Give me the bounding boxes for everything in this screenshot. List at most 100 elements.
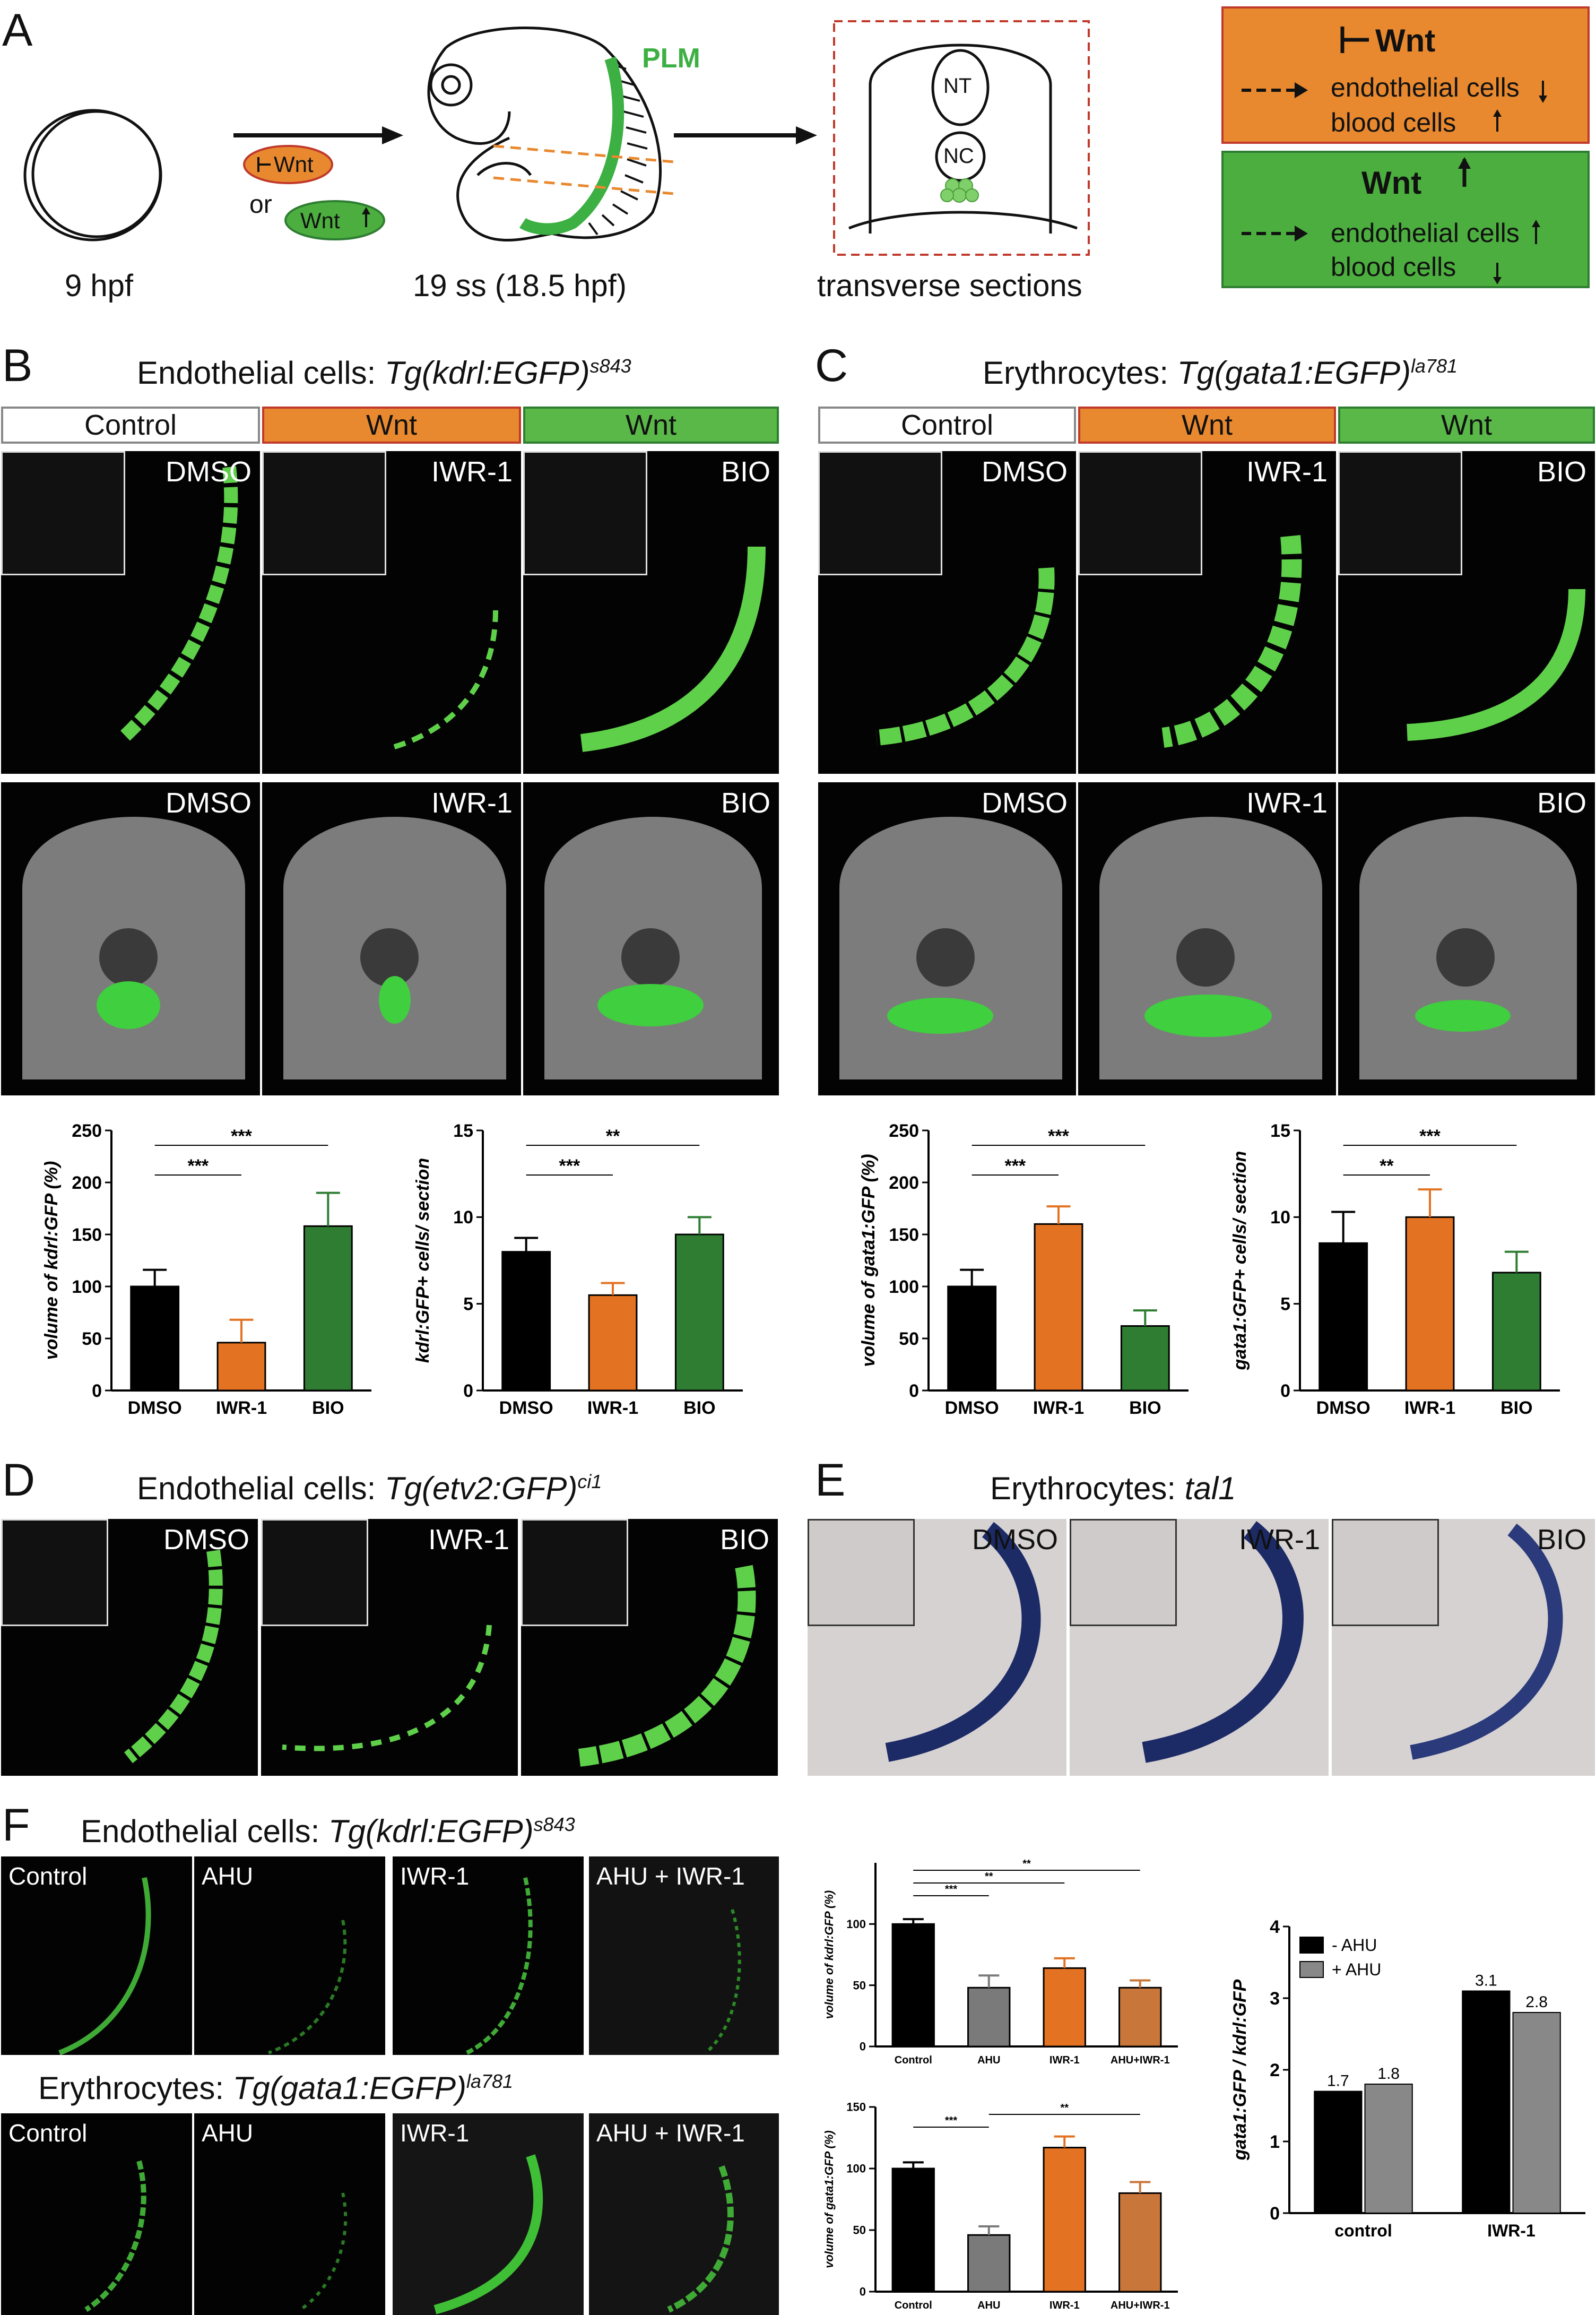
bar xyxy=(1034,1223,1083,1392)
y-tick-label: 100 xyxy=(72,1277,102,1297)
label-19ss: 19 ss (18.5 hpf) xyxy=(413,269,627,303)
x-tick-label: BIO xyxy=(1500,1398,1532,1418)
y-tick-label: 50 xyxy=(82,1329,102,1349)
significance-label: ** xyxy=(985,1871,993,1882)
label-9hpf: 9 hpf xyxy=(65,269,133,303)
bar xyxy=(967,2234,1011,2293)
f2-ahu-iwr1: AHU + IWR-1 xyxy=(589,2113,779,2315)
bar xyxy=(1364,2084,1413,2214)
y-tick-label: 50 xyxy=(853,2224,866,2237)
f1-iwr1: IWR-1 xyxy=(393,1856,584,2055)
bar xyxy=(674,1233,724,1392)
panel-b-header-inhibit: Wnt xyxy=(262,407,521,444)
d-gfp-bio: BIO xyxy=(521,1519,778,1776)
bar xyxy=(588,1294,638,1392)
embryo-19ss xyxy=(427,27,662,241)
y-axis-label: gata1:GFP+ cells/ section xyxy=(1230,1151,1250,1371)
legend-label: + AHU xyxy=(1332,1960,1381,1979)
panel-c-header-inhibit: Wnt xyxy=(1078,407,1336,444)
panel-b-header-control: Control xyxy=(1,407,260,444)
label-nt: NT xyxy=(943,74,972,98)
data-label: 3.1 xyxy=(1475,1972,1497,1990)
f2-iwr1: IWR-1 xyxy=(393,2113,584,2315)
bar xyxy=(891,2167,935,2293)
b-gfp-bio: BIO xyxy=(523,451,779,774)
panel-f-title-1: Endothelial cells: Tg(kdrl:EGFP)s843 xyxy=(81,1813,575,1849)
significance-label: *** xyxy=(1048,1126,1069,1146)
y-tick-label: 2 xyxy=(1270,2060,1280,2080)
x-tick-label: IWR-1 xyxy=(1404,1398,1455,1418)
label-plm: PLM xyxy=(642,43,700,74)
label-nc: NC xyxy=(943,144,974,168)
y-axis-label: volume of gata1:GFP (%) xyxy=(822,2130,836,2268)
x-tick-label: DMSO xyxy=(499,1398,553,1418)
panel-e-title: Erythrocytes: tal1 xyxy=(990,1471,1236,1506)
legend-swatch xyxy=(1299,1937,1324,1954)
x-tick-label: IWR-1 xyxy=(1049,2300,1080,2311)
y-tick-label: 0 xyxy=(463,1381,473,1401)
significance-label: *** xyxy=(1419,1126,1441,1146)
significance-label: *** xyxy=(945,2115,958,2127)
box-inhibit-line1: endothelial cells xyxy=(1331,73,1520,102)
x-tick-label: AHU+IWR-1 xyxy=(1111,2054,1170,2066)
neural-tube xyxy=(931,49,990,126)
box-inhibit-title: Wnt xyxy=(1375,23,1436,58)
x-tick-label: DMSO xyxy=(945,1398,999,1418)
b-section-bio: BIO xyxy=(523,782,779,1095)
bar xyxy=(1314,2091,1363,2214)
y-tick-label: 3 xyxy=(1270,1989,1280,2009)
bar xyxy=(501,1251,551,1392)
panel-label-d: D xyxy=(2,1455,36,1506)
y-tick-label: 100 xyxy=(846,1917,866,1931)
f2-ahu: AHU xyxy=(194,2113,385,2315)
significance-label: ** xyxy=(1380,1156,1394,1176)
y-tick-label: 200 xyxy=(72,1173,102,1193)
f2-control: Control xyxy=(1,2113,192,2315)
y-tick-label: 4 xyxy=(1270,1917,1280,1937)
box-wnt-activate xyxy=(1221,151,1590,288)
wnt-inhibit-pill xyxy=(243,145,333,184)
box-activate-line2: blood cells xyxy=(1331,252,1456,282)
y-tick-label: 10 xyxy=(1270,1207,1290,1228)
x-tick-label: Control xyxy=(895,2300,932,2311)
panel-label-e: E xyxy=(815,1455,846,1506)
data-label: 1.7 xyxy=(1327,2072,1349,2090)
y-tick-label: 250 xyxy=(889,1121,919,1141)
panel-label-c: C xyxy=(815,340,848,391)
bar xyxy=(1043,1967,1086,2048)
bar xyxy=(216,1342,266,1392)
d-gfp-iwr1: IWR-1 xyxy=(261,1519,518,1776)
bar xyxy=(1462,1990,1511,2214)
box-activate-line1: endothelial cells xyxy=(1331,218,1520,248)
b-section-iwr1: IWR-1 xyxy=(262,782,521,1095)
significance-label: *** xyxy=(945,1884,958,1895)
x-tick-label: AHU xyxy=(977,2054,1000,2066)
x-tick-label: Control xyxy=(895,2054,932,2066)
bar xyxy=(1043,2147,1086,2293)
x-tick-label: BIO xyxy=(312,1398,344,1418)
x-tick-label: control xyxy=(1334,2221,1392,2240)
e-ish-iwr1: IWR-1 xyxy=(1070,1519,1329,1776)
y-axis-label: volume of gata1:GFP (%) xyxy=(858,1154,879,1367)
b-gfp-iwr1: IWR-1 xyxy=(262,451,521,774)
x-tick-label: AHU xyxy=(977,2300,1000,2311)
panel-b-title: Endothelial cells: Tg(kdrl:EGFP)s843 xyxy=(137,355,631,391)
significance-label: ** xyxy=(1060,2102,1069,2114)
box-wnt-inhibit xyxy=(1221,6,1590,144)
x-tick-label: DMSO xyxy=(1316,1398,1371,1418)
y-tick-label: 15 xyxy=(453,1121,473,1141)
bar xyxy=(1405,1216,1455,1392)
significance-label: ** xyxy=(606,1126,620,1146)
c-section-dmso: DMSO xyxy=(818,782,1076,1095)
label-transverse-sections: transverse sections xyxy=(817,269,1082,303)
chart-b1: 0 50 100 150 200 250 volume of kdrl:GFP (%) DMS… xyxy=(41,1121,371,1418)
panel-d-title: Endothelial cells: Tg(etv2:GFP)ci1 xyxy=(137,1471,602,1506)
significance-label: *** xyxy=(187,1156,209,1176)
c-gfp-bio: BIO xyxy=(1338,451,1595,774)
y-tick-label: 1 xyxy=(1270,2132,1280,2152)
f1-ahu: AHU xyxy=(194,1856,385,2055)
c-section-bio: BIO xyxy=(1338,782,1595,1095)
x-tick-label: BIO xyxy=(683,1398,715,1418)
y-axis-label: kdrl:GFP+ cells/ section xyxy=(413,1158,433,1363)
chart-b2: 0 5 10 15 kdrl:GFP+ cells/ section DMSO IWR-1 B… xyxy=(413,1121,743,1418)
